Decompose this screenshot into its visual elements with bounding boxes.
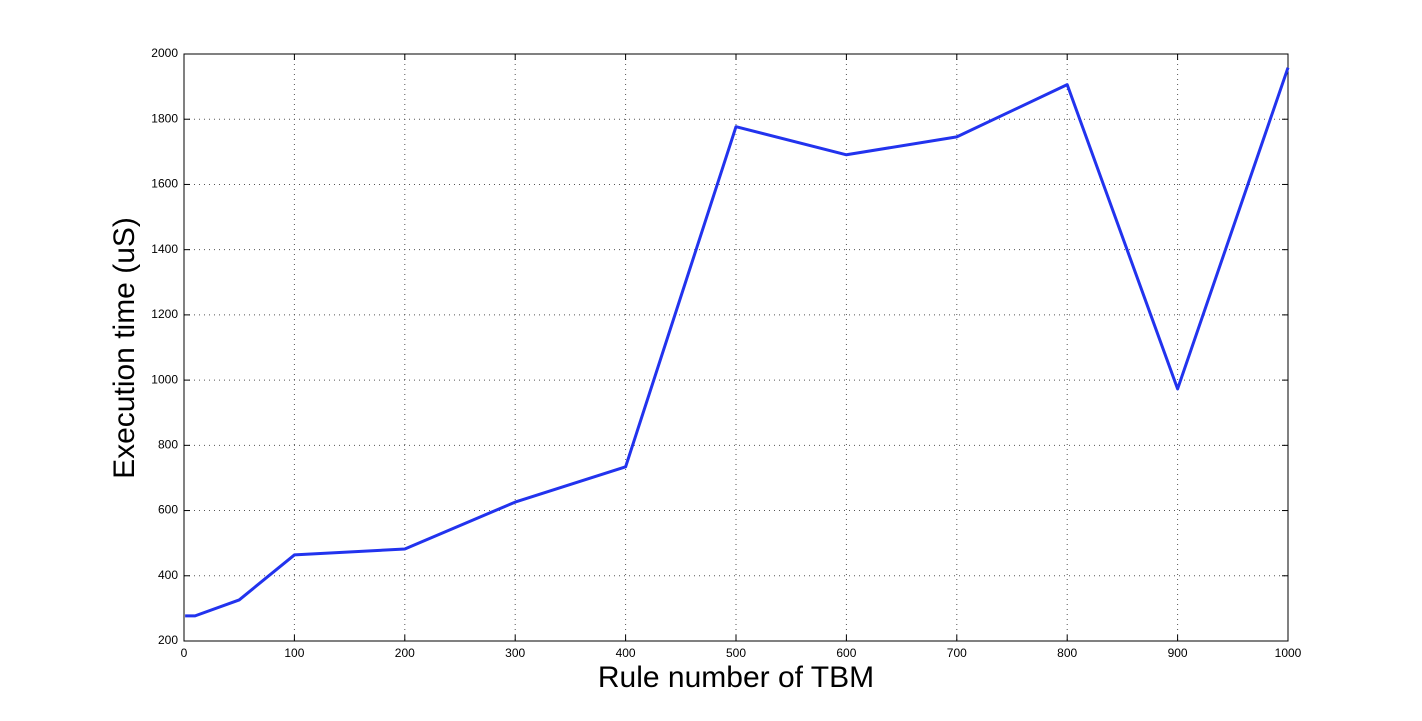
y-tick-label: 1800 bbox=[151, 111, 178, 125]
x-tick-label: 500 bbox=[726, 646, 746, 660]
data-line bbox=[185, 67, 1290, 618]
x-tick-label: 300 bbox=[505, 646, 525, 660]
x-tick-label: 1000 bbox=[1275, 646, 1302, 660]
y-tick-label: 200 bbox=[158, 633, 178, 647]
y-tick-label: 1200 bbox=[151, 307, 178, 321]
y-tick-label: 400 bbox=[158, 568, 178, 582]
x-tick-label: 100 bbox=[284, 646, 304, 660]
y-tick-label: 1400 bbox=[151, 242, 178, 256]
y-tick-label: 1600 bbox=[151, 177, 178, 191]
y-tick-label: 1000 bbox=[151, 372, 178, 386]
x-tick-label: 800 bbox=[1057, 646, 1077, 660]
x-axis-label: Rule number of TBM bbox=[598, 661, 874, 694]
x-tick-label: 900 bbox=[1168, 646, 1188, 660]
y-tick-label: 2000 bbox=[151, 46, 178, 60]
plot-frame bbox=[183, 53, 1289, 642]
x-tick-label: 400 bbox=[616, 646, 636, 660]
y-tick-label: 600 bbox=[158, 503, 178, 517]
x-tick-label: 600 bbox=[836, 646, 856, 660]
x-tick-label: 700 bbox=[947, 646, 967, 660]
y-axis-label: Execution time (uS) bbox=[108, 217, 141, 479]
x-tick-label: 200 bbox=[395, 646, 415, 660]
y-tick-label: 800 bbox=[158, 438, 178, 452]
x-tick-label: 0 bbox=[181, 646, 188, 660]
